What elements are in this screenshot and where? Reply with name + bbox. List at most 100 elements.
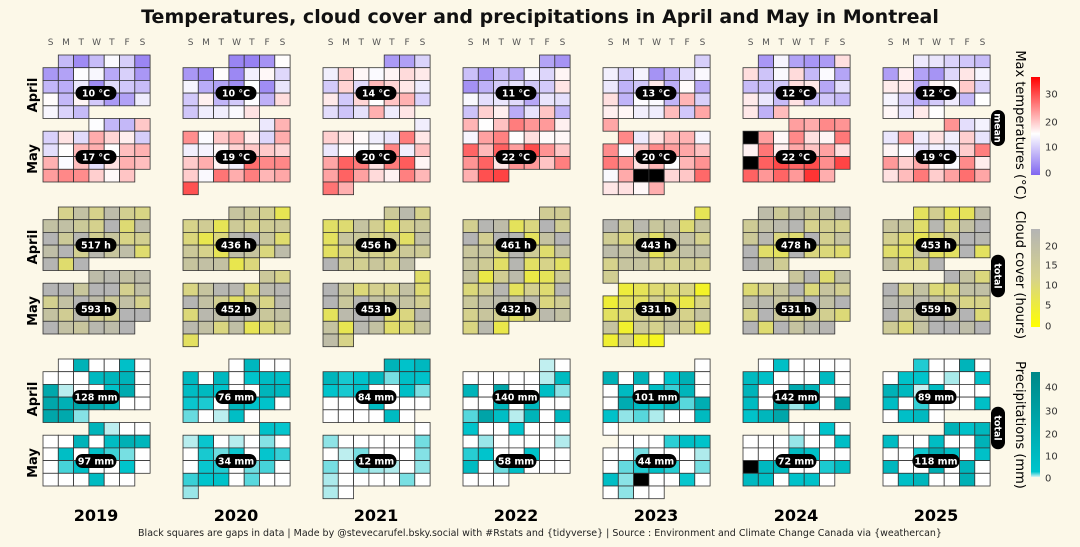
- day-cell: [679, 409, 696, 423]
- day-cell: [882, 80, 899, 94]
- day-cell: [694, 244, 711, 259]
- day-cell: [663, 67, 680, 81]
- weekday-label: S: [700, 38, 706, 48]
- day-cell: [834, 383, 851, 398]
- weekday-label: T: [388, 38, 395, 48]
- day-cell: [383, 371, 400, 385]
- day-cell: [679, 219, 696, 233]
- day-cell: [959, 156, 976, 170]
- day-cell: [274, 219, 291, 233]
- day-cell: [663, 219, 680, 233]
- weekday-label: T: [498, 38, 505, 48]
- day-cell: [928, 257, 945, 271]
- summary-value: 456 h: [361, 241, 391, 252]
- day-cell: [819, 270, 836, 284]
- year-label: 2023: [634, 506, 679, 525]
- day-cell: [742, 168, 759, 183]
- day-cell: [897, 434, 914, 449]
- day-cell: [602, 447, 619, 461]
- day-cell: [57, 206, 74, 221]
- day-cell: [274, 396, 291, 411]
- day-cell: [539, 422, 556, 436]
- day-cell: [73, 282, 90, 297]
- day-cell: [383, 67, 400, 81]
- day-cell: [182, 143, 199, 157]
- day-cell: [974, 231, 991, 246]
- summary-pill: 14 °C: [355, 86, 397, 100]
- day-cell: [819, 282, 836, 297]
- day-cell: [119, 244, 136, 259]
- weekday-label: S: [888, 38, 894, 48]
- day-cell: [493, 320, 510, 335]
- day-cell: [819, 54, 836, 69]
- day-cell: [197, 409, 215, 423]
- day-cell: [834, 371, 851, 385]
- day-cell: [322, 383, 339, 398]
- day-cell: [182, 105, 199, 119]
- day-cell: [462, 396, 479, 411]
- day-cell: [274, 156, 291, 170]
- day-cell: [819, 206, 836, 221]
- day-cell: [819, 80, 836, 94]
- day-cell: [399, 460, 416, 474]
- day-cell: [757, 434, 774, 449]
- day-cell: [633, 485, 650, 500]
- day-cell: [259, 295, 276, 309]
- day-cell: [383, 168, 400, 183]
- day-cell: [882, 244, 899, 259]
- day-cell: [834, 295, 851, 309]
- day-cell: [88, 219, 105, 233]
- year-label: 2020: [214, 506, 259, 525]
- day-cell: [322, 143, 339, 157]
- day-cell: [539, 460, 556, 474]
- summary-value: 331 h: [641, 305, 671, 316]
- day-cell: [554, 130, 571, 145]
- day-cell: [539, 206, 556, 221]
- day-cell: [119, 156, 136, 170]
- colorbar-tick: 15: [1045, 261, 1058, 272]
- day-cell: [943, 282, 960, 297]
- day-cell: [757, 472, 774, 487]
- day-cell: [119, 320, 136, 335]
- day-cell: [617, 320, 634, 335]
- day-cell: [103, 219, 120, 233]
- colorbar: [1031, 372, 1040, 477]
- day-cell: [819, 447, 836, 461]
- day-cell: [757, 206, 774, 221]
- day-cell: [477, 295, 494, 309]
- day-cell: [834, 244, 851, 259]
- colorbar-tick: 10: [1045, 452, 1058, 463]
- day-cell: [88, 371, 105, 385]
- day-cell: [913, 257, 930, 271]
- day-cell: [42, 447, 59, 461]
- day-cell: [103, 54, 120, 69]
- day-cell: [617, 105, 634, 119]
- day-cell: [602, 168, 619, 183]
- colorbar-tick: 0: [1045, 322, 1051, 333]
- day-cell: [897, 460, 914, 474]
- day-cell: [617, 409, 634, 423]
- day-cell: [959, 472, 976, 487]
- day-cell: [337, 282, 354, 297]
- day-cell: [368, 434, 385, 449]
- day-cell: [788, 422, 805, 436]
- weekday-label: M: [202, 38, 210, 48]
- day-cell: [243, 409, 260, 423]
- day-cell: [648, 371, 665, 385]
- day-cell: [274, 460, 291, 474]
- day-cell: [882, 447, 899, 461]
- day-cell: [834, 447, 851, 461]
- day-cell: [663, 168, 680, 183]
- day-cell: [773, 130, 790, 145]
- summary-pill: 12 mm: [355, 454, 397, 468]
- day-cell: [197, 168, 215, 183]
- day-cell: [42, 143, 59, 157]
- day-cell: [803, 434, 820, 449]
- day-cell: [834, 143, 851, 157]
- day-cell: [648, 434, 665, 449]
- day-cell: [694, 383, 711, 398]
- day-cell: [119, 54, 136, 69]
- day-cell: [477, 422, 494, 436]
- day-cell: [539, 257, 556, 271]
- day-cell: [663, 472, 680, 487]
